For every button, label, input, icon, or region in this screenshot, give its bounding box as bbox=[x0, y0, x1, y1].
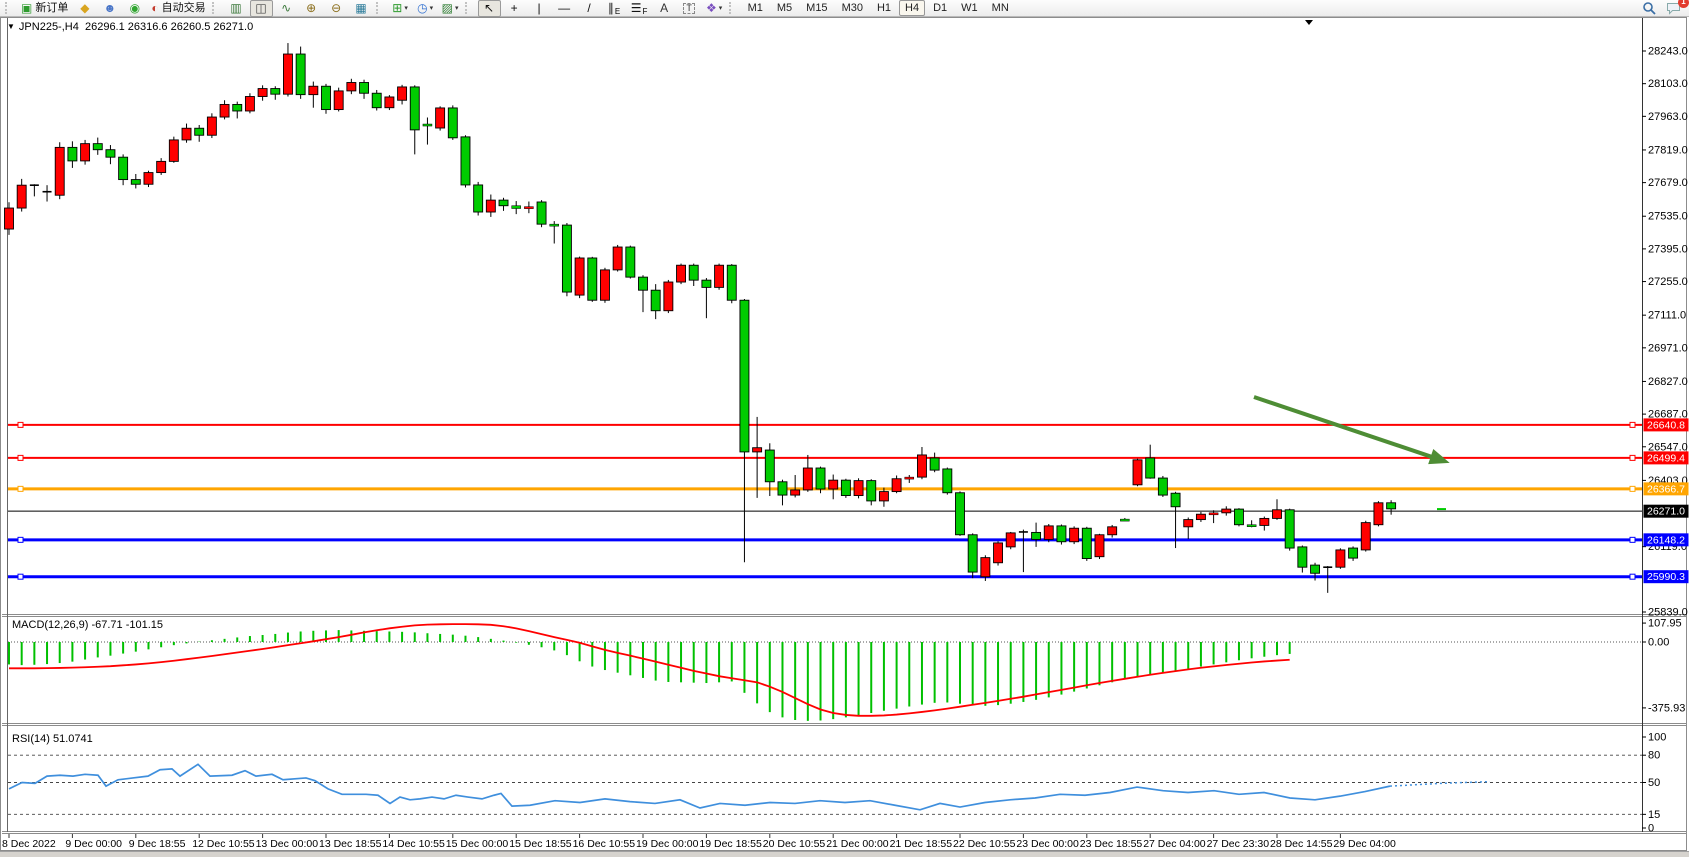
templates-button[interactable]: ▨ ▾ bbox=[439, 0, 462, 17]
data-window-icon: ☻ bbox=[103, 1, 117, 15]
timeframe-button-w1[interactable]: W1 bbox=[961, 2, 978, 14]
horizontal-line-icon: — bbox=[558, 1, 571, 15]
line-chart-button[interactable]: ∿ bbox=[275, 0, 298, 17]
crosshair-button[interactable]: + bbox=[503, 0, 526, 17]
auto-trading-label: 自动交易 bbox=[161, 1, 206, 14]
fibonacci-icon-sub: F bbox=[642, 6, 648, 16]
arrows-button[interactable]: ❖ ▾ bbox=[703, 0, 726, 17]
vertical-line-button[interactable]: | bbox=[528, 0, 551, 17]
search-button[interactable] bbox=[1637, 0, 1660, 17]
timeframe-button-m15[interactable]: M15 bbox=[806, 2, 828, 14]
cursor-icon: ↖ bbox=[484, 1, 495, 15]
toolbar-grip bbox=[211, 2, 220, 14]
ohlc-readout: 26296.1 26316.6 26260.5 26271.0 bbox=[84, 21, 254, 33]
timeframe-button-h1[interactable]: H1 bbox=[876, 2, 892, 14]
line-chart-icon: ∿ bbox=[281, 1, 292, 15]
bar-chart-button[interactable]: ▥ bbox=[225, 0, 248, 17]
templates-icon: ▨ bbox=[441, 1, 453, 15]
timeframe-button-m1[interactable]: M1 bbox=[747, 2, 763, 14]
text-label-icon: T bbox=[683, 2, 695, 14]
trendline-button[interactable]: / bbox=[578, 0, 601, 17]
fibonacci-button[interactable]: ☰ F bbox=[628, 0, 651, 17]
arrows-icon: ❖ bbox=[705, 1, 717, 15]
toolbar-right-group: 1 bbox=[1636, 0, 1689, 17]
candle-chart-button[interactable]: ◫ bbox=[249, 0, 273, 17]
auto-trading-button[interactable]: ◐ 自动交易 bbox=[148, 0, 208, 17]
periods-icon: ◷ bbox=[417, 1, 428, 15]
toolbar-grip bbox=[728, 2, 737, 14]
zoom-in-button[interactable]: ⊕ bbox=[300, 0, 323, 17]
timeframe-button-d1[interactable]: D1 bbox=[933, 2, 948, 14]
timeframe-button-m30[interactable]: M30 bbox=[841, 2, 863, 14]
status-bar bbox=[0, 851, 1689, 857]
chevron-down-icon[interactable]: ▾ bbox=[404, 4, 408, 12]
toolbar-grip bbox=[5, 2, 13, 14]
candle-chart-icon: ◫ bbox=[255, 1, 267, 15]
market-watch-button[interactable]: ◆ bbox=[73, 0, 96, 17]
new-order-label: 新订单 bbox=[35, 1, 69, 14]
data-window-button[interactable]: ☻ bbox=[98, 0, 121, 17]
text-label-button[interactable]: T bbox=[678, 0, 701, 17]
trendline-icon: / bbox=[587, 1, 591, 15]
chevron-down-icon[interactable]: ▾ bbox=[718, 4, 723, 12]
chevron-down-icon[interactable]: ▾ bbox=[455, 4, 459, 12]
timeframe-button-h4[interactable]: H4 bbox=[899, 0, 926, 16]
toolbar-grip bbox=[375, 2, 384, 14]
horizontal-line-button[interactable]: — bbox=[553, 0, 576, 17]
tile-windows-icon: ▦ bbox=[355, 1, 367, 15]
timeframe-button-mn[interactable]: MN bbox=[991, 2, 1009, 14]
chart-window bbox=[0, 17, 1687, 851]
chevron-down-icon[interactable]: ▾ bbox=[429, 4, 434, 12]
new-order-icon: ▣ bbox=[21, 1, 33, 15]
fibonacci-icon: ☰ bbox=[630, 1, 642, 15]
signals-button[interactable]: ◉ bbox=[123, 0, 146, 17]
signals-icon: ◉ bbox=[129, 1, 141, 15]
cursor-button[interactable]: ↖ bbox=[477, 0, 501, 17]
chart-title: ▼ JPN225-,H4 26296.1 26316.6 26260.5 2627… bbox=[7, 21, 253, 33]
notification-badge: 1 bbox=[1678, 0, 1689, 8]
toolbar-grip bbox=[464, 2, 473, 14]
auto-trading-icon: ◐ bbox=[151, 1, 159, 15]
new-order-button[interactable]: ▣ 新订单 bbox=[18, 0, 71, 17]
text-icon: A bbox=[660, 1, 669, 15]
indicators-button[interactable]: ⊞ ▾ bbox=[389, 0, 412, 17]
equidistant-channel-button[interactable]: ∥ E bbox=[603, 0, 626, 17]
vertical-line-icon: | bbox=[537, 1, 541, 15]
bar-chart-icon: ▥ bbox=[230, 1, 242, 15]
notifications-button[interactable]: 1 bbox=[1662, 0, 1689, 17]
equidistant-channel-icon: ∥ bbox=[607, 1, 614, 15]
indicators-icon: ⊞ bbox=[392, 1, 403, 15]
collapse-triangle-icon[interactable]: ▼ bbox=[7, 22, 15, 31]
crosshair-icon: + bbox=[510, 1, 518, 15]
toolbar: ▣ 新订单 ◆ ☻ ◉ ◐ 自动交易 ▥ ◫ ∿ ⊕ ⊖ ▦ ⊞ ▾ ◷ ▾ ▨ ▾ ↖ + | — / ∥ E ☰ F A T ❖ ▾ M1 M… bbox=[0, 0, 1689, 17]
timeframe-button-m5[interactable]: M5 bbox=[776, 2, 793, 14]
periods-button[interactable]: ◷ ▾ bbox=[414, 0, 437, 17]
zoom-out-button[interactable]: ⊖ bbox=[325, 0, 348, 17]
equidistant-channel-icon-sub: E bbox=[614, 6, 621, 16]
tile-windows-button[interactable]: ▦ bbox=[350, 0, 373, 17]
zoom-in-icon: ⊕ bbox=[306, 1, 317, 15]
search-icon bbox=[1642, 2, 1656, 15]
market-watch-icon: ◆ bbox=[80, 1, 90, 15]
zoom-out-icon: ⊖ bbox=[331, 1, 342, 15]
text-button[interactable]: A bbox=[653, 0, 676, 17]
symbol-period-label: JPN225-,H4 bbox=[18, 21, 79, 33]
